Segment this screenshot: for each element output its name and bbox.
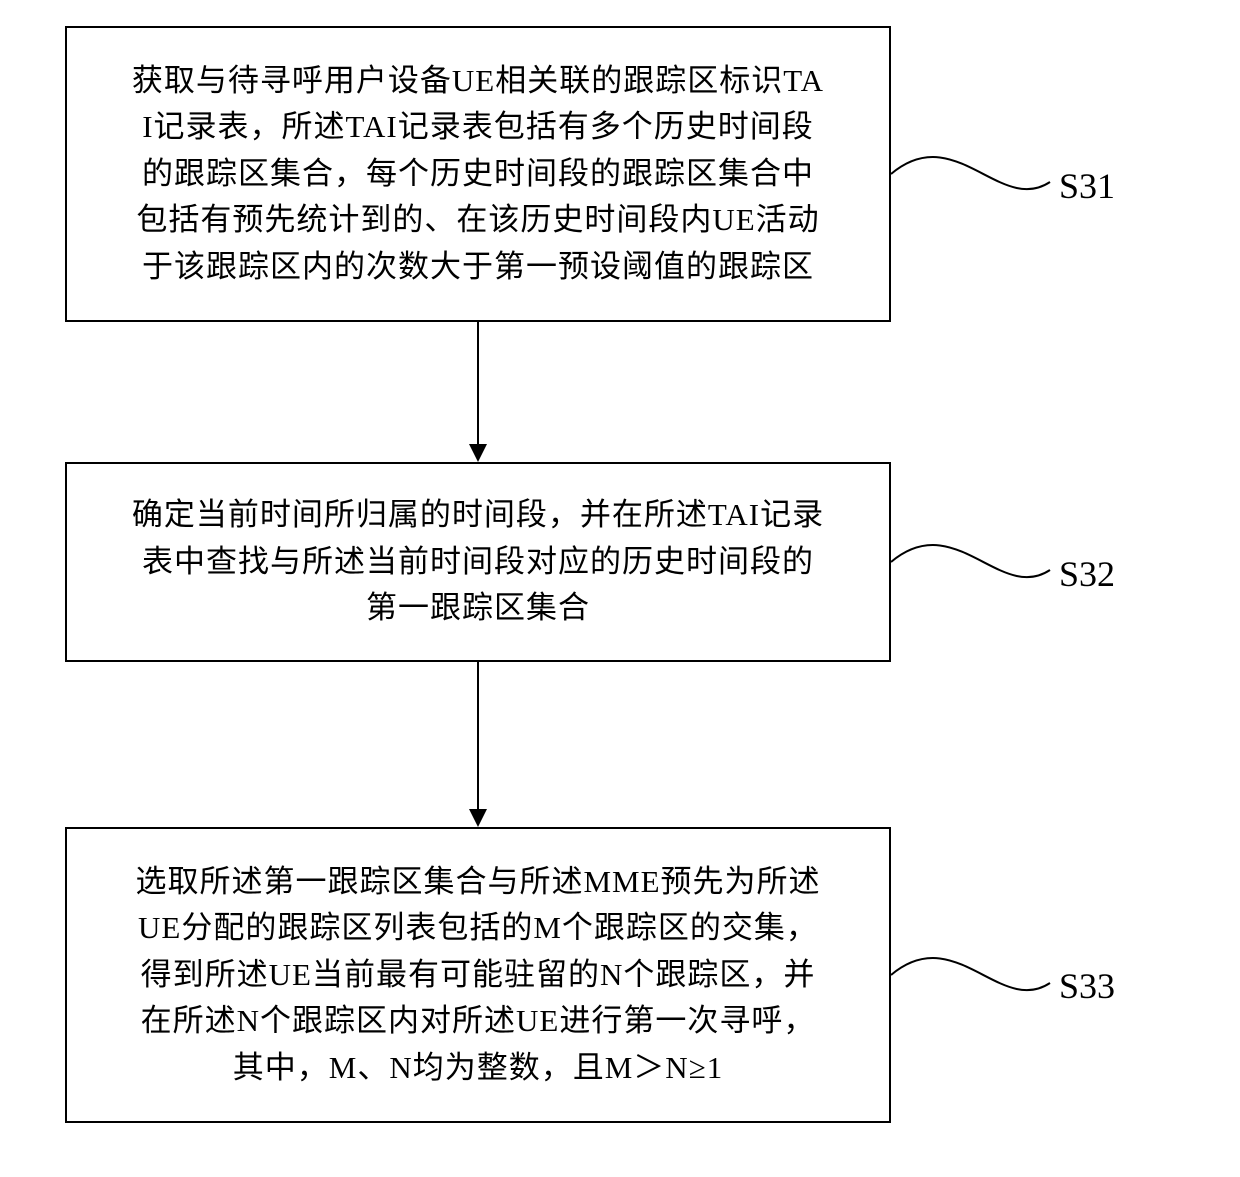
step-s32-label: S32	[1059, 553, 1115, 595]
connector-s33	[886, 916, 1055, 1021]
flowchart-canvas: 获取与待寻呼用户设备UE相关联的跟踪区标识TA I记录表，所述TAI记录表包括有…	[0, 0, 1240, 1177]
arrow-s31-s32-head	[469, 444, 487, 462]
step-s33-box: 选取所述第一跟踪区集合与所述MME预先为所述 UE分配的跟踪区列表包括的M个跟踪…	[65, 827, 891, 1123]
step-s32-text: 确定当前时间所归属的时间段，并在所述TAI记录 表中查找与所述当前时间段对应的历…	[132, 492, 824, 632]
step-s32-box: 确定当前时间所归属的时间段，并在所述TAI记录 表中查找与所述当前时间段对应的历…	[65, 462, 891, 662]
arrow-s31-s32-line	[477, 322, 479, 444]
step-s33-text: 选取所述第一跟踪区集合与所述MME预先为所述 UE分配的跟踪区列表包括的M个跟踪…	[135, 859, 820, 1092]
connector-s31	[886, 115, 1055, 220]
step-s31-label: S31	[1059, 165, 1115, 207]
step-s33-label: S33	[1059, 965, 1115, 1007]
arrow-s32-s33-line	[477, 662, 479, 809]
step-s31-text: 获取与待寻呼用户设备UE相关联的跟踪区标识TA I记录表，所述TAI记录表包括有…	[132, 58, 824, 291]
step-s31-box: 获取与待寻呼用户设备UE相关联的跟踪区标识TA I记录表，所述TAI记录表包括有…	[65, 26, 891, 322]
arrow-s32-s33-head	[469, 809, 487, 827]
connector-s32	[886, 503, 1055, 608]
